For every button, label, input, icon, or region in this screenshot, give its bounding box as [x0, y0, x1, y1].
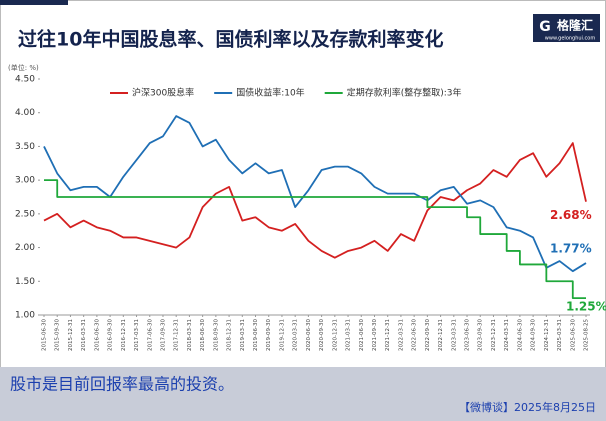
x-tick-label: 2019-12-31	[279, 319, 285, 351]
footer-bg	[0, 367, 606, 421]
x-tick-label: 2020-03-31	[293, 319, 299, 351]
x-tick-label: 2015-12-31	[68, 319, 74, 351]
y-tick-label: 2.50	[15, 209, 35, 219]
y-tick-label: 4.00	[15, 108, 35, 118]
x-tick-label: 2016-03-31	[81, 319, 87, 351]
x-tick-label: 2021-06-30	[359, 319, 365, 351]
logo-box	[533, 14, 600, 42]
x-tick-label: 2017-12-31	[174, 319, 180, 351]
end-label: 1.25%	[566, 300, 606, 314]
caption: 股市是目前回报率最高的投资。	[10, 375, 234, 394]
x-tick-label: 2018-09-30	[213, 319, 219, 351]
x-tick-label: 2023-06-30	[465, 319, 471, 351]
x-tick-label: 2022-12-31	[438, 319, 444, 351]
x-tick-label: 2020-06-30	[306, 319, 312, 351]
corner-bar	[0, 0, 68, 5]
x-tick-label: 2018-12-31	[227, 319, 233, 351]
x-tick-label: 2025-08-25	[584, 319, 590, 351]
x-tick-label: 2024-06-30	[517, 319, 523, 351]
x-tick-label: 2018-06-30	[200, 319, 206, 351]
end-label: 1.77%	[550, 242, 592, 256]
legend-label: 沪深300股息率	[132, 87, 194, 99]
x-tick-label: 2019-09-30	[266, 319, 272, 351]
y-tick-label: 1.00	[15, 311, 35, 321]
x-tick-label: 2021-03-31	[346, 319, 352, 351]
x-tick-label: 2024-12-31	[544, 319, 550, 351]
x-tick-label: 2024-03-31	[504, 319, 510, 351]
x-tick-label: 2015-06-30	[42, 319, 48, 351]
legend-label: 国债收益率:10年	[236, 87, 305, 99]
x-tick-label: 2023-12-31	[491, 319, 497, 351]
x-tick-label: 2016-06-30	[94, 319, 100, 351]
x-tick-label: 2021-09-30	[372, 319, 378, 351]
y-tick-label: 3.50	[15, 142, 35, 152]
x-tick-label: 2017-09-30	[160, 319, 166, 351]
x-tick-label: 2022-09-30	[425, 319, 431, 351]
x-tick-label: 2023-09-30	[478, 319, 484, 351]
x-tick-label: 2020-09-30	[319, 319, 325, 351]
x-tick-label: 2016-12-31	[121, 319, 127, 351]
unit-label: (单位: %)	[8, 63, 39, 72]
x-tick-label: 2015-09-30	[55, 319, 61, 351]
logo-text: 格隆汇	[557, 18, 593, 33]
y-tick-label: 2.00	[15, 243, 35, 253]
x-tick-label: 2024-09-30	[531, 319, 537, 351]
x-tick-label: 2025-03-31	[557, 319, 563, 351]
x-tick-label: 2017-03-31	[134, 319, 140, 351]
y-tick-label: 3.00	[15, 176, 35, 186]
logo-mark: G	[539, 19, 551, 35]
x-tick-label: 2018-03-31	[187, 319, 193, 351]
x-tick-label: 2021-12-31	[385, 319, 391, 351]
x-tick-label: 2022-03-31	[398, 319, 404, 351]
series-line	[43, 115, 587, 273]
x-tick-label: 2025-06-30	[570, 319, 576, 351]
title: 过往10年中国股息率、国债利率以及存款利率变化	[18, 28, 443, 51]
x-tick-label: 2016-09-30	[108, 319, 114, 351]
end-label: 2.68%	[550, 208, 592, 222]
x-tick-label: 2019-03-31	[240, 319, 246, 351]
x-tick-label: 2017-06-30	[147, 319, 153, 351]
x-tick-label: 2020-12-31	[332, 319, 338, 351]
legend-label: 定期存款利率(整存整取):3年	[347, 87, 462, 99]
y-tick-label: 1.50	[15, 277, 35, 287]
y-tick-label: 4.50	[15, 75, 35, 85]
x-tick-label: 2019-06-30	[253, 319, 259, 351]
source: 【微博谈】2025年8月25日	[459, 400, 596, 414]
series-line	[43, 142, 587, 259]
x-tick-label: 2023-03-31	[451, 319, 457, 351]
logo-url: www.gelonghui.com	[545, 36, 596, 42]
series-line	[44, 179, 586, 300]
x-tick-label: 2022-06-30	[412, 319, 418, 351]
